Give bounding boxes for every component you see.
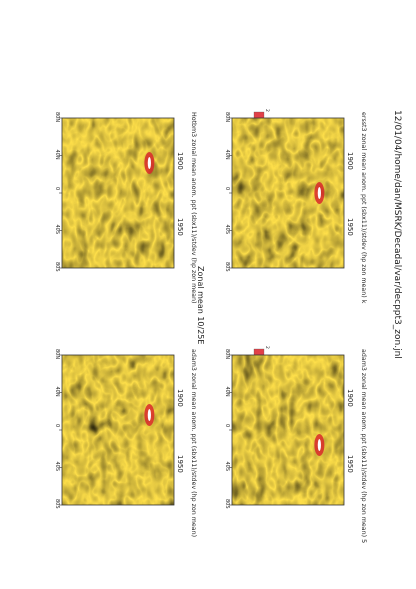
lat-tick-label: 40N [54,387,60,397]
lat-tick-label: 40S [224,462,230,472]
lat-tick-label: 80S [224,499,230,509]
year-tick-label: 1900 [346,152,354,170]
lat-tick-label: 80N [224,112,230,122]
zonal-mean-label: Zonal mean 10/25E [196,266,205,344]
panel-title: adam3 zonal mean anom. ppt (sbx11)/stdev… [360,349,367,543]
lat-tick-label: 40S [54,462,60,472]
heatmap-blue-layer [62,118,174,268]
panel-top-right: 80N 40N 0 40S 80S 1900 1950 ersst3 zonal mean a… [224,112,367,304]
heatmap-blue-layer [232,355,344,505]
lat-tick-label: 0 [224,187,230,190]
lat-tick-label: 80S [224,262,230,272]
lat-tick-label: 0 [54,424,60,427]
lat-tick-label: 0 [54,187,60,190]
heatmap-extreme-core [317,439,321,451]
heatmap-extreme-core [147,157,151,169]
colorbar-label: 2 [264,346,270,349]
panel-title: adam3 zonal mean anom. ppt (sbx11)/stdev… [190,349,197,537]
heatmap-blue-layer [232,118,344,268]
year-tick-label: 1900 [176,389,184,407]
lat-tick-label: 40S [54,225,60,235]
header-path: 12/01/04/home/dan/MSRK/Decadal/var/decpp… [392,110,402,359]
heatmap-extreme-core [317,187,321,199]
lat-tick-label: 0 [224,424,230,427]
lat-tick-label: 80N [54,112,60,122]
lat-tick-label: 40N [54,150,60,160]
panel-title: Hotbm3 zonal mean anom. ppt (sbx11)/stde… [190,112,197,303]
heatmap-blue-layer [62,355,174,505]
lat-tick-label: 80N [54,349,60,359]
panel-top-left: 80N 40N 0 40S 80S 1900 1950 Hotbm3 zonal mean a… [54,109,270,303]
lat-tick-label: 80N [224,349,230,359]
colorbar-label: 2 [264,109,270,112]
panel-bottom-right: 80N 40N 0 40S 80S 1900 1950 adam3 zonal mean an… [224,349,367,543]
panel-title: ersst3 zonal mean anom. ppt (sbx11)/stde… [360,112,367,304]
year-tick-label: 1900 [176,152,184,170]
lat-tick-label: 80S [54,499,60,509]
lat-tick-label: 80S [54,262,60,272]
year-tick-label: 1950 [346,455,354,473]
year-tick-label: 1950 [176,455,184,473]
lat-tick-label: 40N [224,150,230,160]
year-tick-label: 1950 [346,218,354,236]
panel-group: 80N 40N 0 40S 80S 1900 1950 Hotbm3 zonal mean a… [54,109,367,543]
lat-tick-label: 40N [224,387,230,397]
year-tick-label: 1950 [176,218,184,236]
year-tick-label: 1900 [346,389,354,407]
heatmap-extreme-core [147,409,151,421]
lat-tick-label: 40S [224,225,230,235]
